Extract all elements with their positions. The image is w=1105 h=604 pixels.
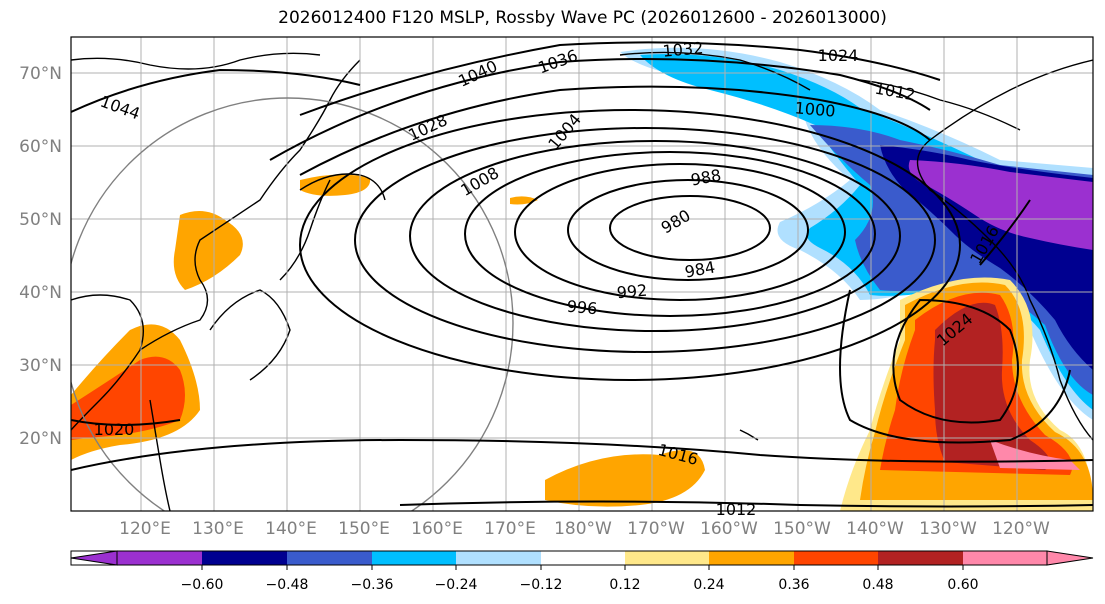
isobars [71,41,1093,508]
isobar-label: 1012 [716,500,757,519]
isobar-label-group: 1012 [716,500,757,519]
isobar-label-group: 1024 [818,46,859,65]
isobar-label: 1032 [662,38,704,60]
shading-layer [71,37,1093,511]
isobar-label-group: 996 [566,297,598,319]
isobar-label-group: 1020 [94,420,135,439]
colorbar-swatch [794,551,878,565]
map-frame [70,36,1094,512]
lon-label: 130°W [919,519,977,539]
positive-anomaly-manchuria [173,211,243,290]
colorbar-tick-label: 0.48 [862,577,893,593]
colorbar-extend-low [70,550,118,566]
colorbar-tick-label: −0.48 [266,577,309,593]
colorbar-tick-label: −0.24 [435,577,478,593]
colorbar-swatch [963,551,1047,565]
isobar-label: 992 [616,281,648,303]
colorbar-swatch [287,551,372,565]
positive-anomaly-china-red [71,356,185,440]
lat-label: 70°N [19,64,62,84]
isobar-label: 996 [566,297,598,319]
colorbar-tick-label: −0.60 [181,577,224,593]
latitude-axis: 70°N 60°N 50°N 40°N 30°N 20°N [19,64,62,449]
colorbar-swatch [372,551,456,565]
graticule [71,37,1093,511]
lat-label: 60°N [19,137,62,157]
lon-label: 170°W [627,519,685,539]
colorbar-tick-label: 0.36 [778,577,809,593]
reference-circle [71,97,514,511]
colorbar-swatch [878,551,963,565]
lon-label: 150°W [773,519,831,539]
colorbar-outline-left [70,550,118,566]
colorbar-extend-high [1046,550,1094,566]
colorbar-swatches [70,550,1094,566]
colorbar-swatch [456,551,541,565]
colorbar-swatch [709,551,794,565]
lon-label: 160°E [411,519,463,539]
isobar-label-group: 992 [616,281,648,303]
isobar-label-group: 1000 [794,98,836,120]
positive-anomaly-subtropical [545,450,705,507]
lat-label: 40°N [19,283,62,303]
colorbar-swatch [202,551,287,565]
colorbar-ticks [201,565,964,570]
isobar-label: 1020 [94,420,135,439]
isobar-label: 1024 [818,46,859,65]
lon-label: 160°W [700,519,758,539]
lon-label: 140°E [265,519,317,539]
lon-label: 120°W [992,519,1050,539]
isobar-label-group: 1032 [662,38,704,60]
negative-anomaly-purple [908,160,1093,250]
lat-label: 20°N [19,429,62,449]
lon-label: 180°W [554,519,612,539]
lon-label: 140°W [846,519,904,539]
colorbar-tick-label: 0.24 [693,577,724,593]
lat-label: 30°N [19,356,62,376]
colorbar-swatch [541,551,625,565]
isobar-label: 1000 [794,98,836,120]
colorbar-tick-label: 0.12 [609,577,640,593]
colorbar-swatch [625,551,709,565]
lon-label: 150°E [338,519,390,539]
map-title: 2026012400 F120 MSLP, Rossby Wave PC (20… [278,8,887,28]
positive-anomaly-pink [990,440,1080,470]
lon-label: 130°E [192,519,244,539]
colorbar-tick-label: −0.12 [520,577,563,593]
colorbar-tick-label: −0.36 [351,577,394,593]
lat-label: 50°N [19,210,62,230]
colorbar-tick-label: 0.60 [947,577,978,593]
lon-label: 170°E [484,519,536,539]
lon-label: 120°E [119,519,171,539]
colorbar: −0.60 −0.48 −0.36 −0.24 −0.12 0.12 0.24 … [70,550,1094,593]
colorbar-swatch [117,551,202,565]
longitude-axis: 120°E 130°E 140°E 150°E 160°E 170°E 180°… [119,519,1050,539]
positive-anomaly-darkred [933,302,1050,470]
